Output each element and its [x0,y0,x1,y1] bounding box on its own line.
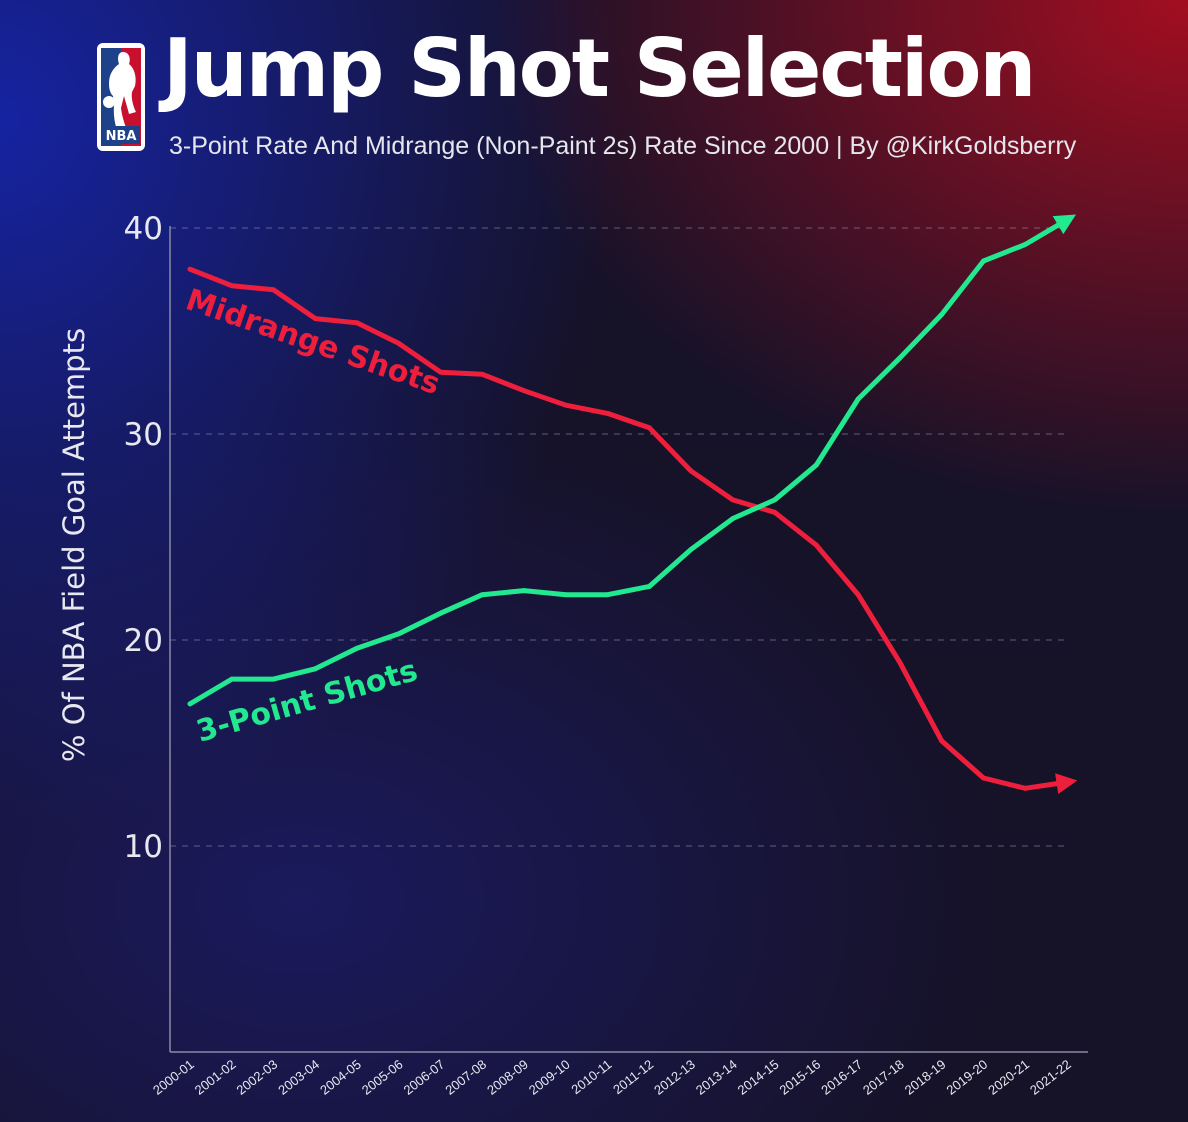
x-tick-label: 2010-11 [568,1057,614,1098]
x-tick-label: 2017-18 [860,1057,907,1098]
three-point-data-point [897,355,903,361]
midrange-data-point [730,497,736,503]
x-tick-label: 2006-07 [401,1057,448,1098]
y-tick-label: 40 [124,211,163,247]
three-point-data-point [605,592,611,598]
midrange-data-point [855,592,861,598]
x-tick-label: 2014-15 [735,1057,782,1098]
three-point-data-point [563,592,569,598]
three-point-data-point [229,676,235,682]
x-tick-label: 2007-08 [442,1057,489,1098]
midrange-data-point [688,468,694,474]
three-point-data-point [688,546,694,552]
three-point-data-point [396,631,402,637]
midrange-data-point [814,542,819,548]
x-tick-label: 2003-04 [275,1057,322,1098]
x-tick-label: 2013-14 [693,1057,740,1098]
nba-logo-text: NBA [106,129,137,144]
x-tick-label: 2020-21 [985,1057,1032,1098]
x-tick-label: 2021-22 [1027,1057,1074,1098]
series-label-midrange: Midrange Shots [181,282,444,402]
x-tick-label: 2018-19 [902,1057,949,1098]
y-axis-label: % Of NBA Field Goal Attempts [57,328,91,762]
three-point-data-point [646,584,652,589]
y-tick-label: 20 [124,623,163,659]
midrange-data-point [981,775,986,781]
page-title: Jump Shot Selection [163,22,1036,115]
three-point-data-point [1022,242,1028,247]
y-tick-label: 30 [124,417,163,453]
midrange-data-point [312,316,318,322]
x-tick-label: 2000-01 [150,1057,197,1098]
x-tick-label: 2011-12 [610,1057,656,1098]
three-point-data-point [772,497,778,503]
three-point-data-point [271,676,276,682]
midrange-data-point [271,287,276,293]
midrange-series-line [187,266,1078,795]
x-tick-label: 2004-05 [317,1057,364,1098]
midrange-data-point [354,320,360,326]
midrange-data-point [438,369,443,375]
three-point-data-point [438,610,443,616]
x-tick-label: 2015-16 [776,1057,823,1098]
three-point-data-point [814,462,819,468]
page-subtitle: 3-Point Rate And Midrange (Non-Paint 2s)… [169,132,1077,160]
midrange-data-point [897,660,903,666]
x-tick-label: 2012-13 [651,1057,698,1098]
midrange-data-point [772,509,778,515]
midrange-data-point [1022,785,1028,791]
three-point-data-point [939,312,945,317]
midrange-data-point [1064,779,1070,785]
x-tick-label: 2016-17 [818,1057,865,1098]
midrange-data-point [563,402,569,408]
midrange-data-point [605,411,611,416]
midrange-data-point [396,340,402,346]
series-label-3-point: 3-Point Shots [193,653,422,750]
three-point-data-point [730,516,736,521]
three-point-data-point [479,592,485,598]
x-tick-label: 2008-09 [484,1057,531,1098]
three-point-data-point [981,258,986,264]
x-tick-label: 2002-03 [234,1057,281,1098]
three-point-data-point [312,666,318,672]
x-tick-label: 2005-06 [359,1057,406,1098]
midrange-data-point [187,266,193,272]
y-tick-label: 10 [124,829,163,865]
x-tick-label: 2009-10 [526,1057,573,1098]
three-point-series-line [187,214,1077,707]
x-tick-label: 2001-02 [192,1057,239,1098]
three-point-data-point [521,588,527,593]
midrange-data-point [646,425,652,431]
x-tick-label: 2019-20 [943,1057,990,1098]
nba-logo: NBA [96,42,146,152]
midrange-data-point [521,388,527,394]
midrange-data-point [939,738,945,744]
three-point-data-point [187,701,193,707]
three-point-data-point [855,396,861,402]
three-point-data-point [354,645,360,651]
three-point-data-point [1064,217,1070,223]
midrange-data-point [479,371,485,377]
midrange-data-point [229,283,235,289]
